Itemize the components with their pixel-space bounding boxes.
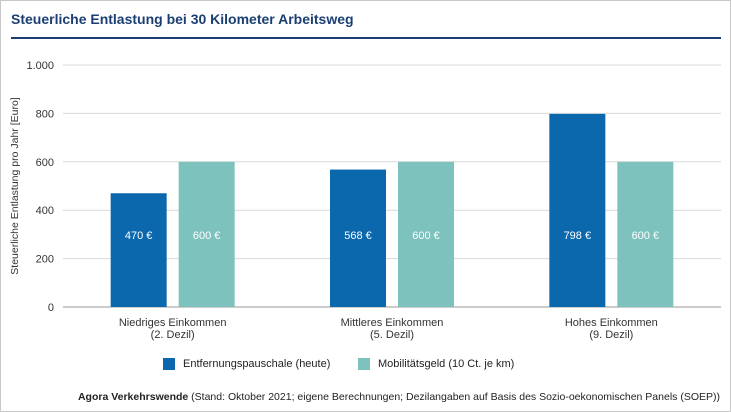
bar-value-label: 600 € [412, 230, 440, 242]
legend-item-series-2: Mobilitätsgeld (10 Ct. je km) [358, 357, 514, 371]
x-category-label: Mittleres Einkommen [341, 317, 444, 329]
bar-value-label: 798 € [564, 230, 592, 242]
chart-title: Steuerliche Entlastung bei 30 Kilometer … [11, 11, 354, 27]
bar [617, 161, 674, 307]
x-category-label: (9. Dezil) [589, 329, 633, 341]
bar-value-label: 470 € [125, 230, 153, 242]
bar [549, 113, 606, 307]
legend-item-series-1: Entfernungspauschale (heute) [163, 357, 330, 371]
y-tick-label: 200 [36, 254, 54, 266]
legend-swatch-series-2 [358, 358, 370, 370]
bar [330, 169, 386, 307]
bar-chart: 0 200 400 600 800 1.000 Steuerliche Entlastung… [9, 60, 721, 341]
source-details: (Stand: Oktober 2021; eigene Berechnunge… [191, 391, 720, 403]
bar [398, 161, 454, 307]
legend-swatch-series-1 [163, 358, 175, 370]
y-tick-label: 600 [36, 157, 54, 169]
y-tick-label: 1.000 [26, 60, 54, 72]
source-note: Agora Verkehrswende (Stand: Oktober 2021… [78, 391, 720, 403]
legend-label-series-2: Mobilitätsgeld (10 Ct. je km) [378, 358, 515, 370]
x-category-label: Hohes Einkommen [565, 317, 658, 329]
bar-value-label: 600 € [632, 230, 660, 242]
y-tick-label: 0 [48, 302, 54, 314]
x-category-label: (2. Dezil) [151, 329, 195, 341]
bar [110, 193, 167, 307]
title-divider [11, 37, 721, 39]
y-tick-label: 400 [36, 205, 54, 217]
source-organization: Agora Verkehrswende [77, 391, 189, 403]
y-tick-label: 800 [36, 108, 54, 120]
x-category-label: (5. Dezil) [370, 329, 414, 341]
y-axis-label: Steuerliche Entlastung pro Jahr [Euro] [9, 97, 21, 275]
legend-label-series-1: Entfernungspauschale (heute) [183, 358, 331, 370]
bar [178, 161, 235, 307]
x-category-label: Niedriges Einkommen [119, 317, 227, 329]
bar-value-label: 600 € [193, 230, 221, 242]
bar-value-label: 568 € [344, 230, 372, 242]
